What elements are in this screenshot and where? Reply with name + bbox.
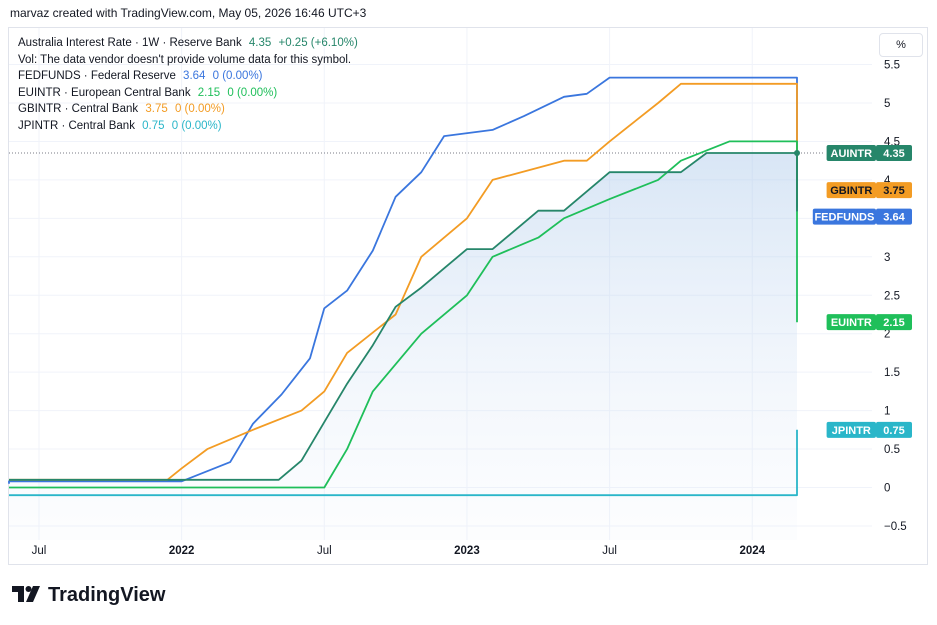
legend-fedfunds-value: 3.64: [183, 70, 206, 82]
price-tag-name-bg: [826, 144, 876, 161]
x-axis: Jul2022Jul2023Jul20242025Jul2026: [32, 545, 766, 557]
y-tick-label: 5.5: [884, 60, 900, 72]
legend-gbintr-value: 3.75: [145, 103, 168, 115]
price-tag-value-bg: [876, 182, 912, 199]
price-tag-value-bg: [876, 421, 912, 438]
chart-header: marvaz created with TradingView.com, May…: [10, 6, 367, 20]
legend-euintr-change: 0 (0.00%): [227, 86, 278, 99]
price-tag-fedfunds: FEDFUNDS 3.64: [812, 208, 912, 225]
y-tick-label: 5: [884, 98, 890, 110]
legend-jpintr-label: JPINTR · Central Bank: [18, 119, 135, 132]
price-tag-name: FEDFUNDS: [814, 212, 874, 224]
price-tag-euintr: EUINTR 2.15: [826, 314, 912, 331]
y-tick-label: 3: [884, 252, 890, 264]
y-tick-label: 4: [884, 175, 891, 187]
y-tick-label: 1.5: [884, 367, 900, 379]
tradingview-logo[interactable]: TradingView: [12, 584, 165, 607]
x-tick-label: 2022: [169, 545, 195, 557]
auintr-area-fill: [9, 152, 797, 541]
price-tag-value: 3.64: [883, 212, 905, 224]
legend-vol-label: Vol: The data vendor doesn't provide vol…: [18, 53, 352, 66]
y-tick-label: −0.5: [884, 521, 907, 533]
price-tag-name-bg: [812, 208, 876, 225]
legend-gbintr[interactable]: GBINTR · Central Bank 3.75 0 (0.00%): [18, 101, 358, 118]
price-tag-value-bg: [876, 144, 912, 161]
legend-euintr-value: 2.15: [197, 86, 221, 99]
price-tag-value-bg: [876, 208, 912, 225]
legend-jpintr-value: 0.75: [142, 119, 165, 132]
y-tick-label: 2.5: [884, 290, 900, 302]
legend-gbintr-change: 0 (0.00%): [174, 103, 225, 115]
x-tick-label: 2024: [739, 545, 765, 557]
y-tick-label: 2: [884, 329, 890, 341]
legend-fedfunds-label: FEDFUNDS · Federal Reserve: [18, 70, 176, 82]
series-line-gbintr: [9, 82, 798, 481]
legend: Australia Interest Rate · 1W · Reserve B…: [18, 35, 358, 134]
y-tick-label: 0: [884, 483, 890, 495]
price-tag-gbintr: GBINTR 3.75: [826, 182, 912, 199]
series-line-auintr: [9, 152, 798, 481]
legend-euintr-label: EUINTR · European Central Bank: [18, 86, 191, 99]
auintr-last-point: [794, 149, 800, 156]
legend-gbintr-label: GBINTR · Central Bank: [18, 103, 139, 115]
price-tag-name: AUINTR: [831, 148, 873, 160]
legend-main-value: 4.35: [248, 37, 272, 49]
percent-scale-button[interactable]: %: [879, 33, 923, 57]
x-tick-label: Jul: [602, 545, 617, 557]
price-tag-value: 0.75: [883, 425, 904, 437]
series-line-jpintr: [9, 429, 798, 497]
legend-fedfunds[interactable]: FEDFUNDS · Federal Reserve 3.64 0 (0.00%…: [18, 68, 358, 85]
legend-vol: Vol: The data vendor doesn't provide vol…: [18, 52, 358, 69]
price-tag-name: EUINTR: [831, 317, 872, 329]
price-tag-value: 3.75: [883, 185, 904, 197]
legend-euintr[interactable]: EUINTR · European Central Bank 2.15 0 (0…: [18, 85, 358, 102]
chart-frame: [8, 27, 928, 565]
y-tick-label: 0.5: [884, 444, 900, 456]
price-tag-value-bg: [876, 314, 912, 331]
price-tag-value: 4.35: [883, 148, 904, 160]
legend-main-change: +0.25 (+6.10%): [278, 37, 358, 49]
line-layer: [8, 76, 800, 497]
tradingview-wordmark: TradingView: [48, 584, 166, 606]
legend-main-label: Australia Interest Rate · 1W · Reserve B…: [18, 37, 242, 49]
price-tag-name-bg: [826, 182, 876, 199]
price-tag-value: 2.15: [883, 317, 904, 329]
area-layer: [9, 152, 825, 541]
x-tick-label: Jul: [32, 545, 47, 557]
legend-fedfunds-change: 0 (0.00%): [212, 70, 263, 82]
y-axis: 5.554.543.532.521.510.50−0.5: [884, 60, 907, 533]
y-tick-label: 1: [884, 406, 890, 418]
legend-jpintr[interactable]: JPINTR · Central Bank 0.75 0 (0.00%): [18, 118, 358, 135]
tradingview-logo-icon: [12, 585, 40, 602]
price-tag-name-bg: [826, 314, 876, 331]
x-tick-label: 2023: [454, 545, 480, 557]
price-tag-jpintr: JPINTR 0.75: [826, 421, 912, 438]
price-tag-auintr: AUINTR 4.35: [826, 144, 912, 161]
price-tag-name: GBINTR: [830, 185, 872, 197]
price-tags: AUINTR 4.35 FEDFUNDS 3.64 GBINTR 3.75 EUINTR 2.…: [812, 144, 912, 438]
legend-main[interactable]: Australia Interest Rate · 1W · Reserve B…: [18, 35, 358, 52]
legend-jpintr-change: 0 (0.00%): [171, 119, 222, 132]
x-tick-label: Jul: [317, 545, 332, 557]
series-line-euintr: [9, 140, 798, 489]
price-tag-name: JPINTR: [832, 425, 871, 437]
price-tag-name-bg: [826, 421, 876, 438]
